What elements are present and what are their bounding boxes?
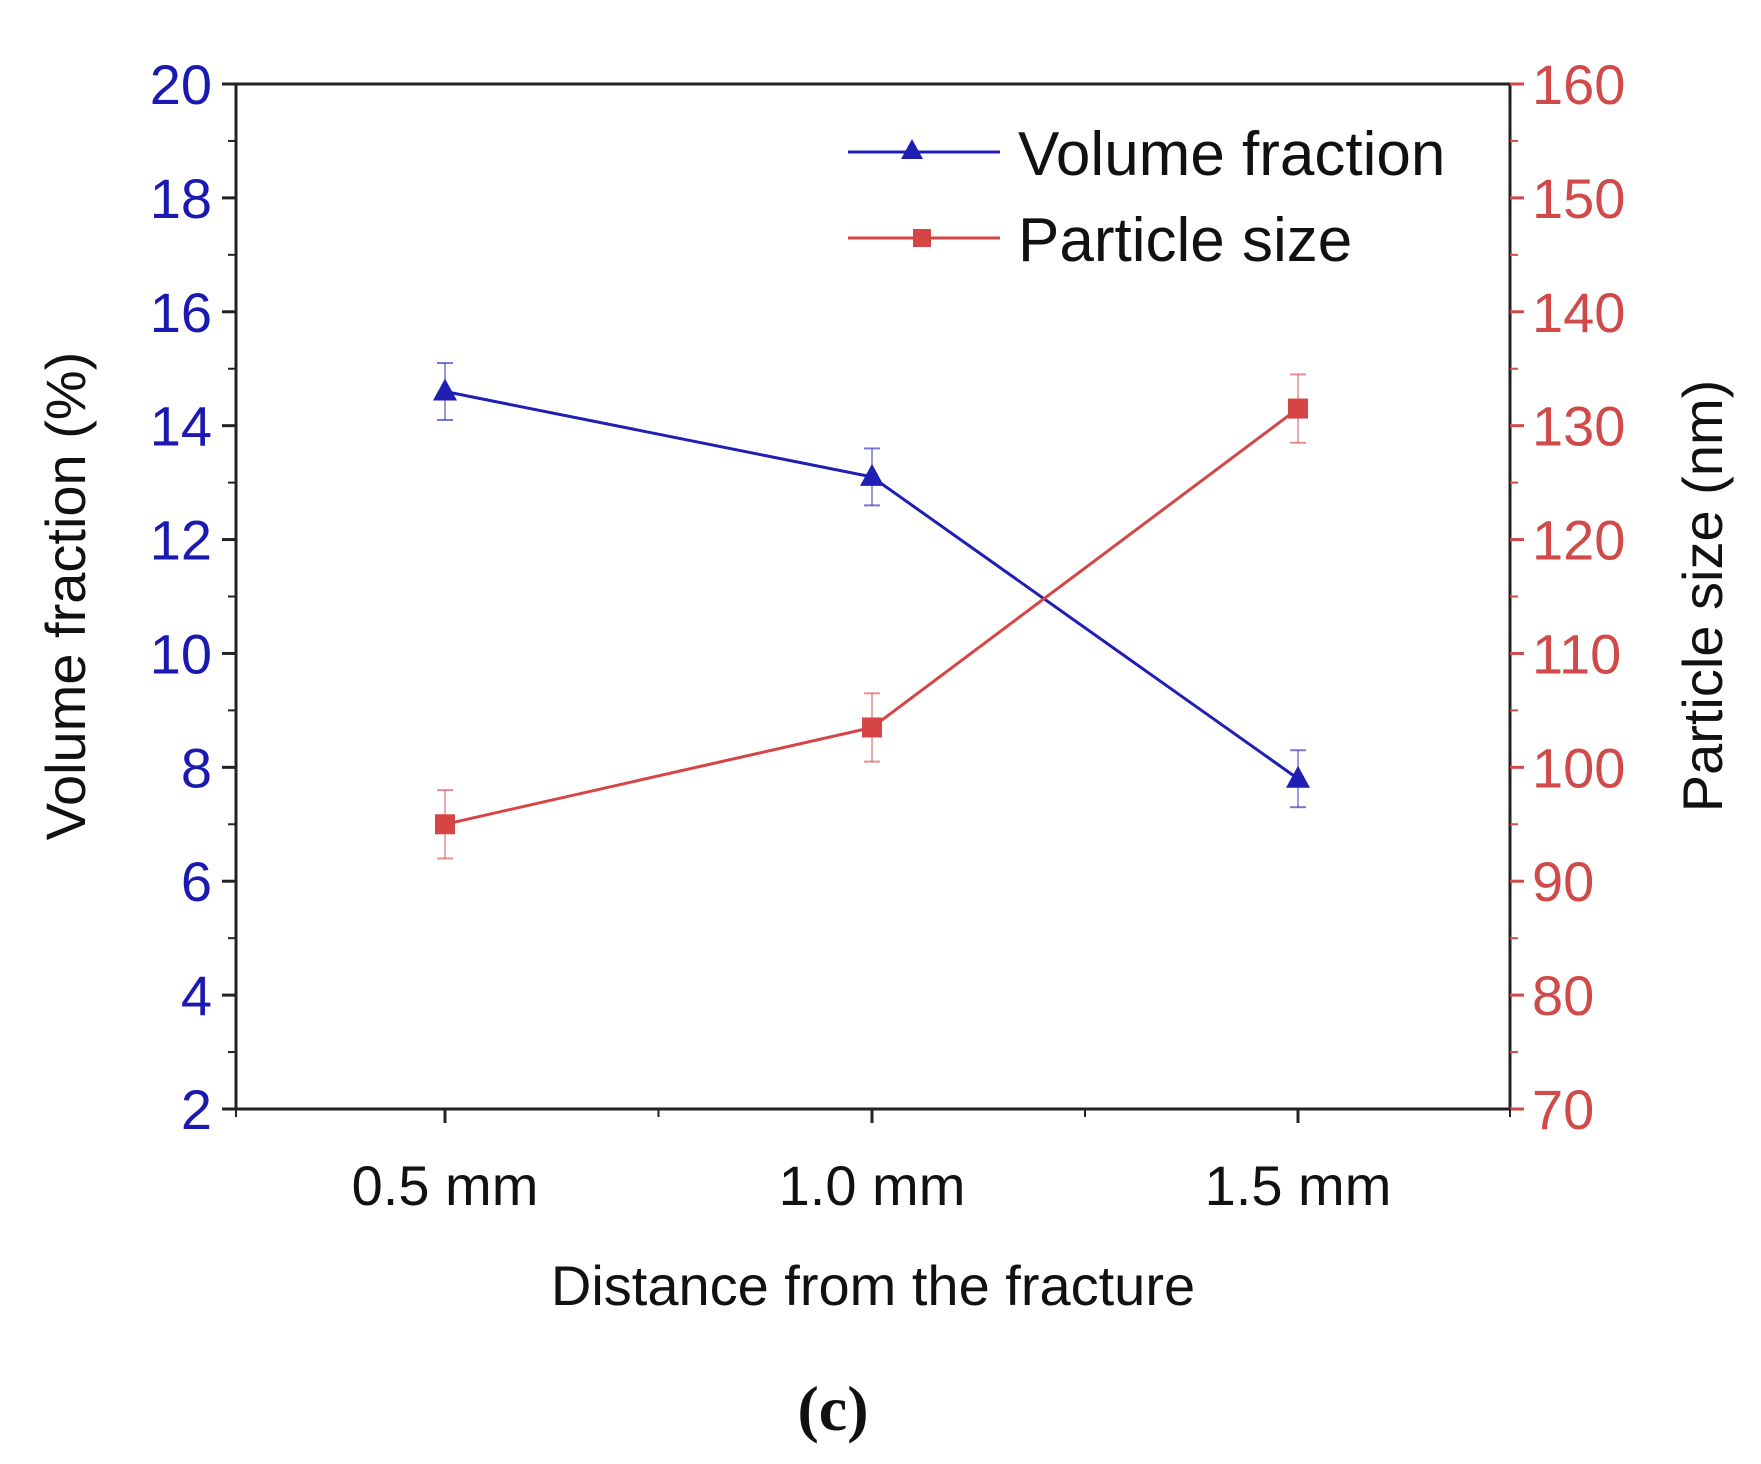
right-y-axis: 70 80 90 100 110 120 130 140 150 160 <box>1510 53 1625 1141</box>
data-point-square <box>435 814 455 835</box>
left-tick-label: 10 <box>150 622 212 685</box>
right-axis-title: Particle size (nm) <box>1671 380 1734 813</box>
right-tick-label: 90 <box>1532 850 1594 913</box>
left-tick-label: 20 <box>150 53 212 116</box>
x-tick-label: 1.5 mm <box>1205 1154 1392 1217</box>
x-axis: 0.5 mm 1.0 mm 1.5 mm <box>235 1109 1511 1217</box>
right-tick-label: 160 <box>1532 53 1625 116</box>
legend-marker-square <box>913 229 931 247</box>
left-tick-label: 6 <box>181 850 212 913</box>
right-tick-label: 110 <box>1532 622 1621 685</box>
legend: Volume fraction Particle size <box>848 120 1445 275</box>
left-tick-label: 2 <box>181 1078 212 1141</box>
data-point-square <box>862 717 882 738</box>
right-tick-label: 140 <box>1532 281 1625 344</box>
right-tick-label: 70 <box>1532 1078 1594 1141</box>
data-point-square <box>1288 398 1308 419</box>
left-tick-label: 16 <box>150 281 212 344</box>
x-tick-label: 0.5 mm <box>352 1154 539 1217</box>
right-tick-label: 80 <box>1532 964 1594 1027</box>
data-point-triangle <box>860 463 884 486</box>
left-tick-label: 8 <box>181 736 212 799</box>
right-tick-label: 100 <box>1532 736 1625 799</box>
left-tick-label: 4 <box>181 964 212 1027</box>
right-tick-label: 130 <box>1532 395 1625 458</box>
left-y-axis: 2 4 6 8 10 12 14 16 18 20 <box>150 53 236 1141</box>
right-tick-label: 120 <box>1532 509 1625 572</box>
x-tick-label: 1.0 mm <box>779 1154 966 1217</box>
data-point-triangle <box>1286 765 1310 788</box>
x-axis-title: Distance from the fracture <box>551 1254 1195 1317</box>
left-tick-label: 14 <box>150 395 212 458</box>
data-point-triangle <box>433 378 457 401</box>
right-tick-label: 150 <box>1532 167 1625 230</box>
left-tick-label: 18 <box>150 167 212 230</box>
series-layer <box>433 362 1310 860</box>
legend-entry-volume-fraction: Volume fraction <box>848 120 1445 189</box>
legend-label-volume-fraction: Volume fraction <box>1018 120 1445 189</box>
legend-label-particle-size: Particle size <box>1018 206 1352 275</box>
left-axis-title: Volume fraction (%) <box>34 352 97 841</box>
legend-marker-triangle <box>901 139 923 159</box>
left-tick-label: 12 <box>150 509 212 572</box>
legend-entry-particle-size: Particle size <box>848 206 1352 275</box>
panel-label: (c) <box>797 1373 868 1444</box>
